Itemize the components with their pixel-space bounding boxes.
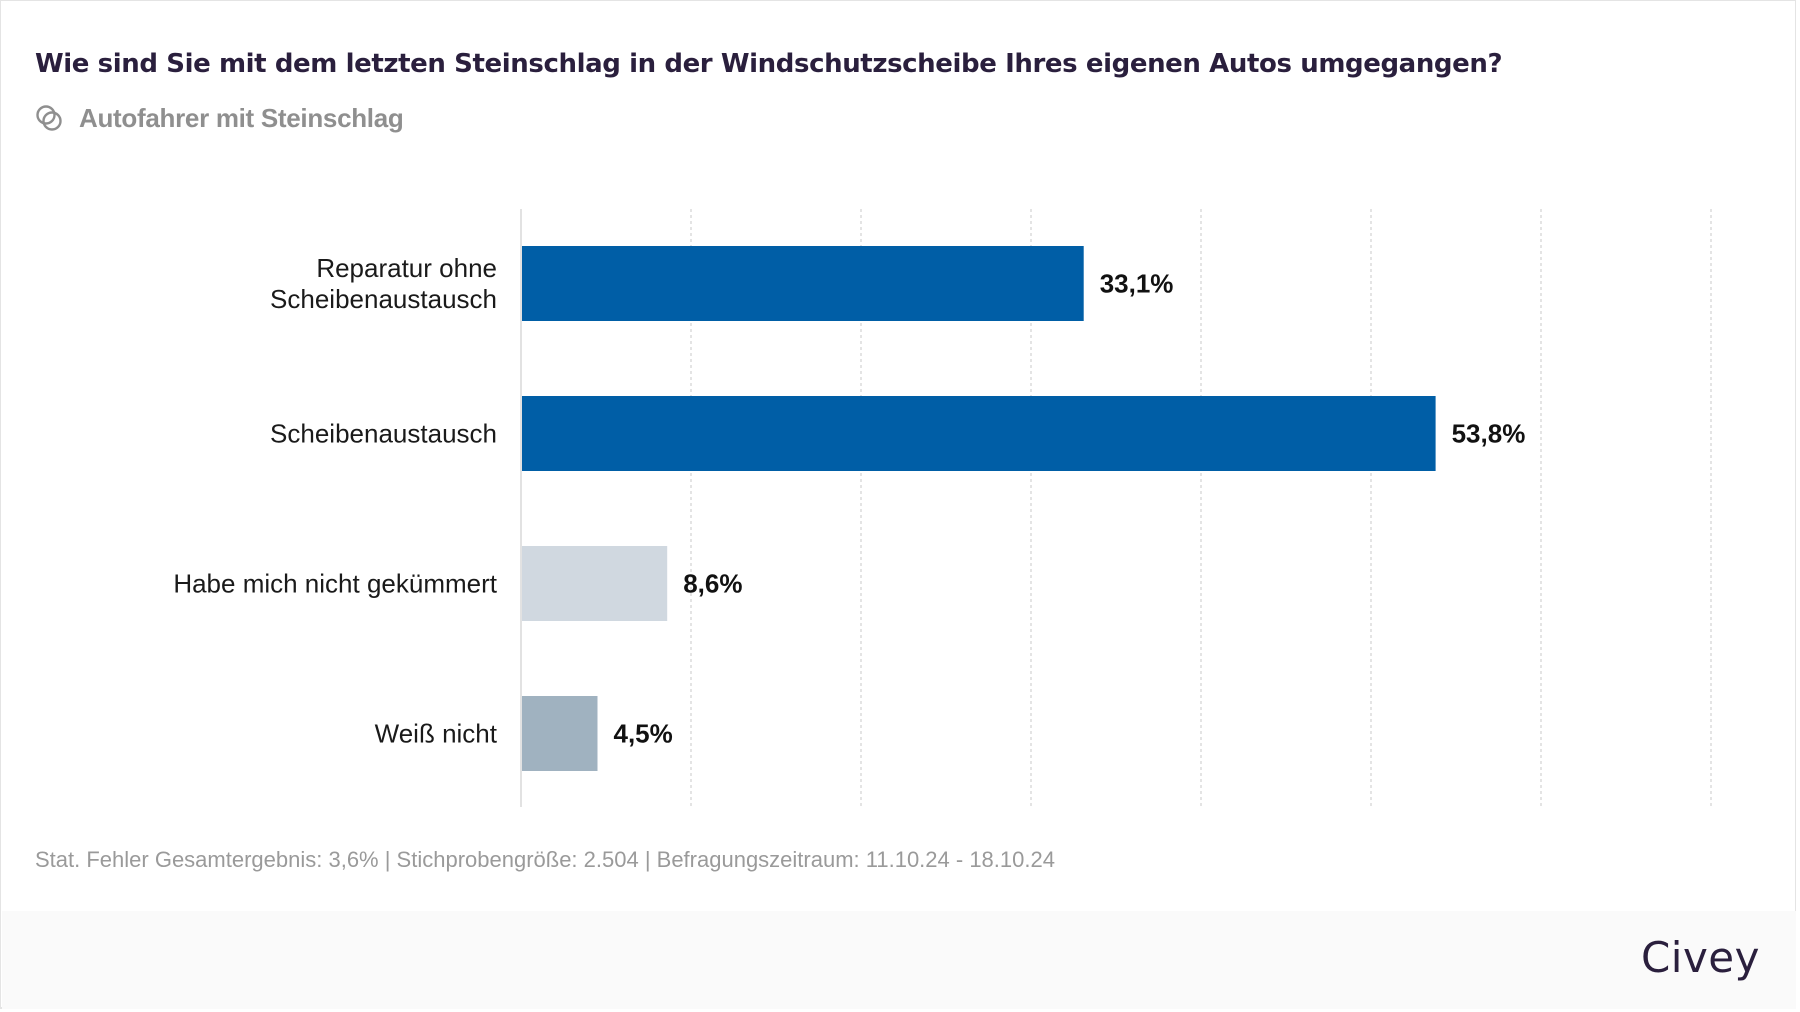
- subtitle: Autofahrer mit Steinschlag: [35, 101, 404, 135]
- value-label: 33,1%: [1100, 269, 1174, 299]
- category-label: Scheibenaustausch: [270, 419, 497, 449]
- value-label: 4,5%: [614, 719, 673, 749]
- bars: [521, 246, 1436, 771]
- category-label: Reparatur ohne: [316, 253, 497, 283]
- category-labels: Reparatur ohneScheibenaustauschScheibena…: [173, 253, 497, 749]
- value-labels: 33,1% 53,8% 8,6% 4,5%: [614, 269, 1526, 749]
- category-label: Habe mich nicht gekümmert: [173, 569, 497, 599]
- chart-title: Wie sind Sie mit dem letzten Steinschlag…: [35, 49, 1503, 79]
- bar-chart: Reparatur ohneScheibenaustauschScheibena…: [173, 209, 1712, 807]
- overlapping-circles-icon: [36, 105, 62, 131]
- subtitle-text: Autofahrer mit Steinschlag: [79, 102, 404, 133]
- value-label: 53,8%: [1452, 419, 1526, 449]
- bar: [521, 396, 1436, 471]
- footer-band: Civey: [2, 911, 1796, 1009]
- bar: [521, 546, 668, 621]
- brand-logo: Civey: [1640, 933, 1760, 982]
- bar: [521, 246, 1084, 321]
- category-label: Scheibenaustausch: [270, 284, 497, 314]
- grid-lines: [690, 209, 1712, 807]
- methodology-note: Stat. Fehler Gesamtergebnis: 3,6% | Stic…: [35, 847, 1055, 872]
- bar: [521, 696, 598, 771]
- value-label: 8,6%: [683, 569, 742, 599]
- category-label: Weiß nicht: [375, 719, 498, 749]
